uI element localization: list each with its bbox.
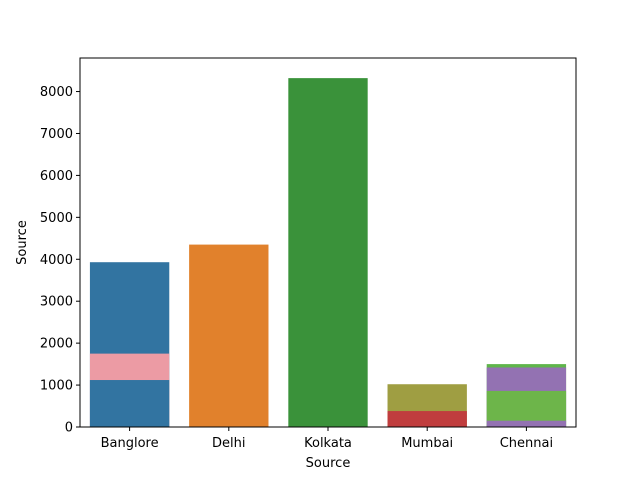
y-tick-label: 7000 (40, 127, 73, 142)
y-axis-label: Source (15, 220, 30, 265)
y-tick-label: 8000 (40, 85, 73, 100)
bars-group (89, 78, 567, 428)
x-tick-label: Chennai (500, 436, 553, 451)
y-axis: 0 1000 2000 3000 4000 5000 6000 7000 8000 (40, 85, 80, 436)
bar-mumbai-6 (387, 411, 467, 427)
y-tick-label: 0 (65, 421, 73, 436)
bar-banglore-2 (89, 380, 170, 427)
bar-chennai-10 (486, 420, 567, 427)
x-tick-label: Mumbai (401, 436, 453, 451)
x-tick-label: Delhi (212, 436, 245, 451)
x-tick-label: Banglore (101, 436, 159, 451)
y-tick-label: 4000 (40, 253, 73, 268)
y-tick-label: 5000 (40, 211, 73, 226)
y-tick-label: 2000 (40, 337, 73, 352)
x-tick-label: Kolkata (304, 436, 352, 451)
bar-delhi-3 (189, 244, 269, 427)
x-axis: Banglore Delhi Kolkata Mumbai Chennai (101, 427, 553, 451)
y-tick-label: 3000 (40, 295, 73, 310)
x-axis-label: Source (306, 456, 351, 471)
y-tick-label: 1000 (40, 379, 73, 394)
bar-kolkata-4 (288, 78, 368, 428)
y-tick-label: 6000 (40, 169, 73, 184)
